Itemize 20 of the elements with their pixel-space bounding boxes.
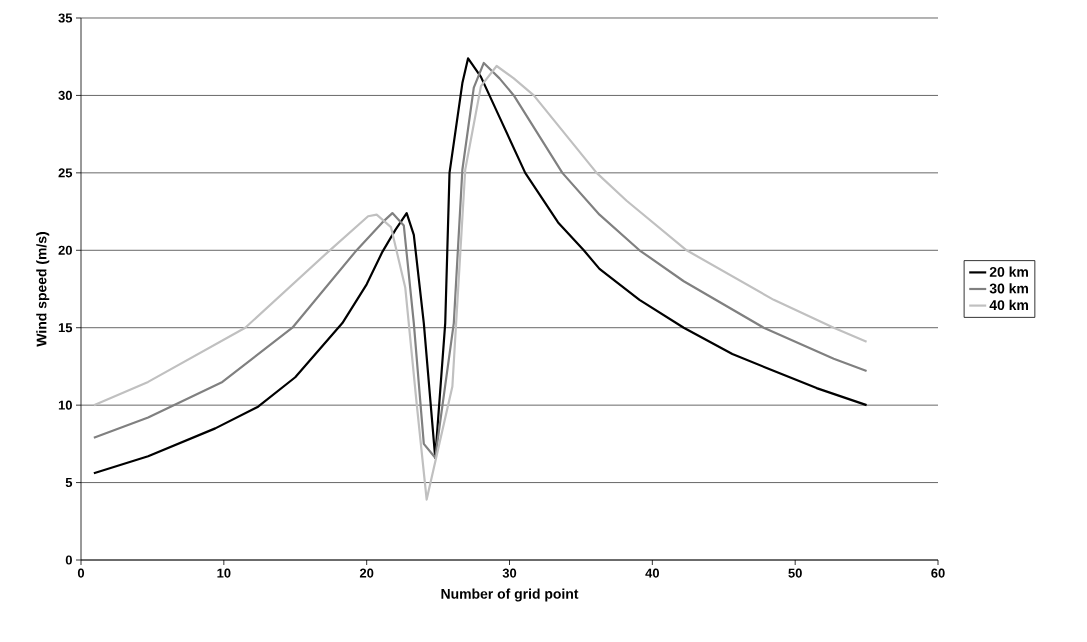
x-tick-label: 50 [788, 568, 802, 578]
x-tick-label: 10 [217, 568, 231, 578]
y-tick-label: 25 [58, 168, 73, 178]
x-tick-label: 40 [645, 568, 660, 578]
legend-label: 20 km [989, 266, 1028, 277]
y-tick-label: 10 [58, 400, 72, 410]
x-tick-label: 20 [359, 568, 374, 578]
x-axis-title: Number of grid point [441, 588, 579, 602]
x-tick-label: 30 [502, 568, 517, 578]
y-tick-label: 15 [58, 323, 73, 333]
y-axis-title: Wind speed (m/s) [36, 232, 50, 347]
legend-label: 40 km [989, 299, 1028, 311]
y-tick-label: 20 [58, 245, 72, 255]
legend-label: 30 km [989, 283, 1028, 294]
y-tick-label: 5 [65, 478, 73, 488]
y-tick-label: 35 [58, 13, 73, 23]
x-tick-label: 0 [77, 568, 85, 578]
x-tick-label: 60 [931, 568, 945, 578]
y-tick-label: 0 [65, 555, 72, 565]
y-tick-label: 30 [58, 90, 72, 101]
